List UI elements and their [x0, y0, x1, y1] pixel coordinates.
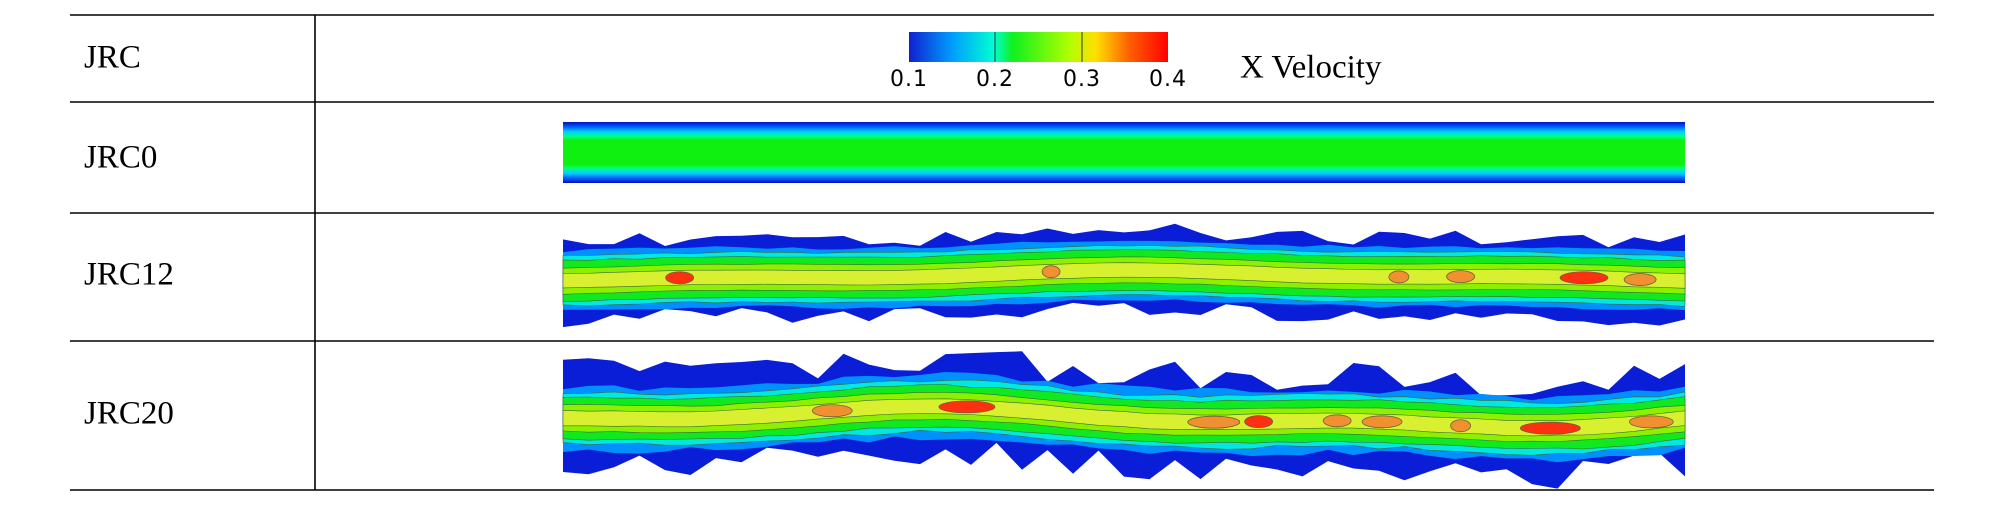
colorbar-title: X Velocity	[1240, 50, 1382, 86]
row-label: JRC0	[84, 140, 157, 176]
high-velocity-zone	[1559, 271, 1609, 285]
velocity-field	[563, 122, 1685, 183]
colorbar-tick-label: 0.4	[1149, 67, 1187, 92]
high-velocity-zone	[1322, 414, 1352, 428]
high-velocity-zone	[811, 404, 853, 418]
row-label: JRC12	[84, 257, 174, 293]
row-label: JRC20	[84, 396, 174, 432]
high-velocity-zone	[1244, 415, 1274, 428]
high-velocity-zone	[1628, 415, 1674, 429]
colorbar	[909, 32, 1168, 62]
high-velocity-zone	[1187, 415, 1241, 429]
high-velocity-zone	[1623, 273, 1657, 286]
high-velocity-zone	[1450, 419, 1471, 433]
velocity-fields	[562, 223, 1686, 489]
high-velocity-zone	[1041, 265, 1061, 279]
high-velocity-zone	[1446, 270, 1475, 283]
high-velocity-zone	[1361, 415, 1403, 429]
colorbar-tick-label: 0.3	[1063, 67, 1101, 92]
high-velocity-zone	[665, 271, 695, 285]
high-velocity-zone	[1519, 421, 1581, 435]
colorbar-tick-label: 0.2	[976, 67, 1014, 92]
high-velocity-zone	[938, 400, 996, 414]
colorbar-tick-label: 0.1	[890, 67, 928, 92]
high-velocity-zone	[1388, 270, 1410, 284]
row-label: JRC	[84, 40, 141, 76]
